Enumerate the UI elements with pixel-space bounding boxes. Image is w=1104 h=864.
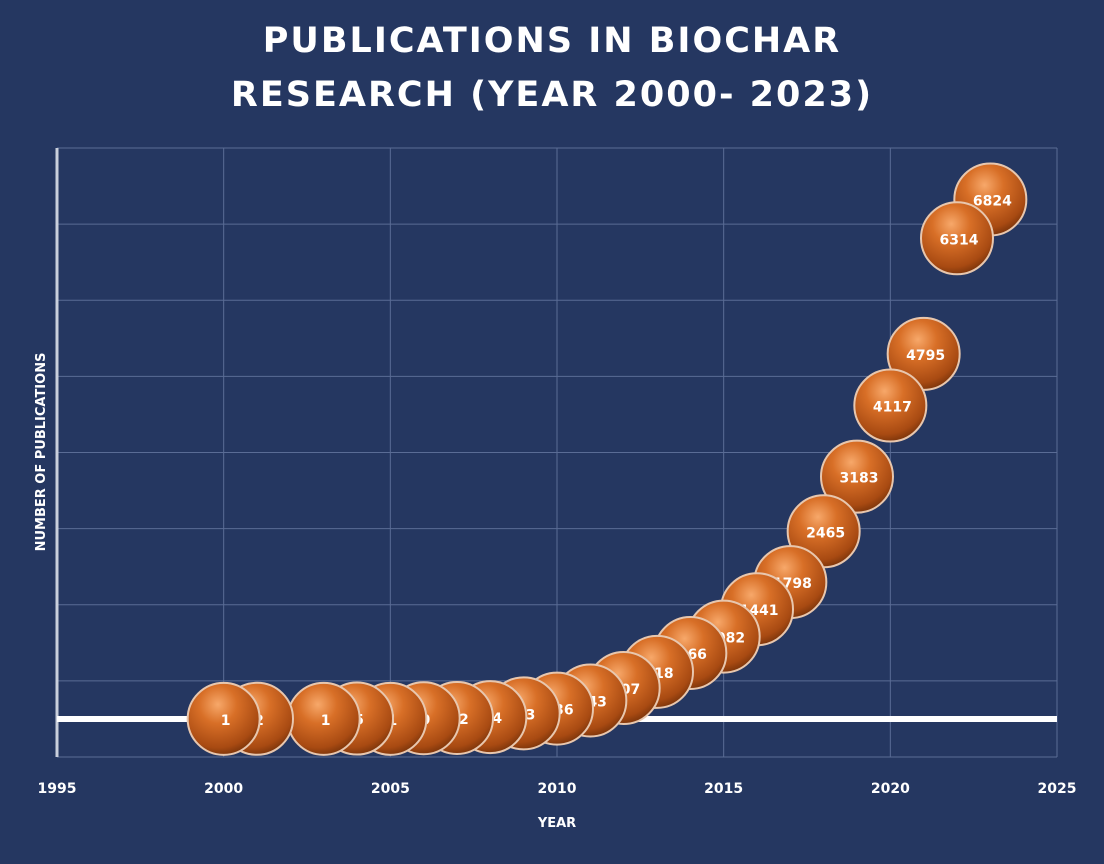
x-tick-label: 2000 — [204, 781, 243, 797]
bubble — [186, 681, 261, 756]
data-label: 4117 — [873, 400, 912, 416]
chart-title-line-2: RESEARCH (YEAR 2000- 2023) — [231, 75, 873, 115]
chart-title-line-1: PUBLICATIONS IN BIOCHAR — [263, 21, 841, 61]
bubble-point: 4117 — [853, 368, 928, 443]
y-axis-label: NUMBER OF PUBLICATIONS — [34, 353, 49, 552]
x-tick-label: 2025 — [1038, 781, 1077, 797]
gridlines — [55, 147, 1058, 758]
bubbles: 6824631447954117318324651798144110828666… — [186, 162, 1028, 756]
bubble — [820, 439, 894, 514]
bubble-point: 1 — [186, 681, 261, 756]
x-axis-label: YEAR — [537, 816, 576, 831]
x-tick-label: 2015 — [704, 781, 743, 797]
x-tick-label: 2005 — [371, 781, 410, 797]
data-label: 1 — [321, 713, 331, 729]
bubble-point: 1 — [286, 681, 361, 756]
x-tick-label: 2020 — [871, 781, 910, 797]
data-label: 2465 — [806, 525, 845, 541]
data-label: 6314 — [940, 232, 979, 248]
x-tick-label: 2010 — [538, 781, 577, 797]
bubble — [853, 368, 928, 443]
data-label: 1 — [221, 713, 231, 729]
bubble-point: 6314 — [920, 201, 994, 276]
x-tick-label: 1995 — [38, 781, 77, 797]
x-tick-labels: 1995 2000 2005 2010 2015 2020 2025 — [38, 781, 1077, 797]
bubble — [920, 201, 994, 276]
data-label: 3183 — [840, 471, 879, 487]
data-label: 4795 — [906, 348, 945, 364]
data-label: 6824 — [973, 193, 1012, 209]
bubble-point: 3183 — [820, 439, 894, 514]
